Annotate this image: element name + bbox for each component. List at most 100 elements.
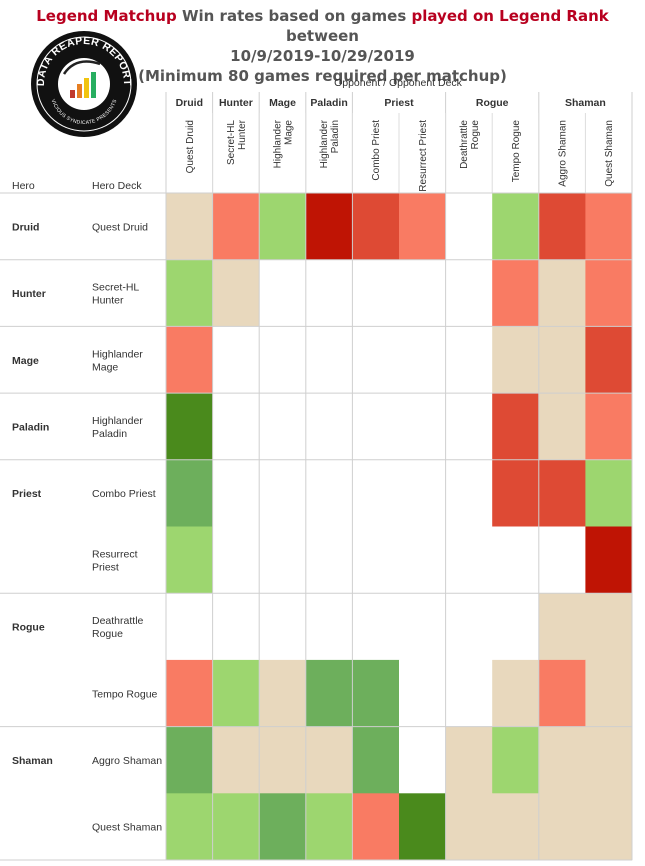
heatmap-cell [259, 726, 307, 794]
heatmap-cell [305, 193, 353, 261]
heatmap-cell [352, 593, 400, 661]
heatmap-cell [259, 259, 307, 327]
heatmap-cell [492, 793, 540, 861]
heatmap-cell [445, 459, 493, 527]
heatmap-cell [538, 393, 586, 461]
heatmap-cell [259, 526, 307, 594]
heatmap-cell [399, 326, 446, 394]
heatmap-cell [305, 593, 353, 661]
heatmap-cell [259, 393, 307, 461]
row-class-label: Druid [12, 221, 39, 233]
heatmap-cell [352, 193, 400, 261]
heatmap-cell [259, 793, 307, 861]
column-class-header: Shaman [565, 97, 606, 109]
heatmap-cell [445, 326, 493, 394]
heatmap-cell [538, 259, 586, 327]
heatmap-cell [399, 726, 446, 794]
heatmap-cell [166, 526, 213, 594]
heatmap-cell [166, 259, 213, 327]
heatmap-cell [352, 393, 400, 461]
title-part-between: between [286, 27, 359, 45]
heatmap-cell [305, 459, 353, 527]
heatmap-cell [492, 326, 540, 394]
heatmap-cell [305, 259, 353, 327]
row-deck-label: Mage [92, 361, 118, 373]
heatmap-cell [212, 393, 260, 461]
heatmap-cell [352, 259, 400, 327]
column-deck-label: Quest Druid [185, 120, 196, 173]
row-deck-label: Priest [92, 561, 119, 573]
heatmap-cell [538, 459, 586, 527]
heatmap-cell [166, 393, 213, 461]
heatmap-cell [585, 259, 633, 327]
heatmap-cell [538, 659, 586, 727]
heatmap-cell [445, 393, 493, 461]
heatmap-cell [492, 193, 540, 261]
title-part-win-rates: Win rates based on games [176, 7, 412, 25]
heatmap-cell [352, 326, 400, 394]
heatmap-cell [492, 593, 540, 661]
heatmap-cell [399, 526, 446, 594]
heatmap-cell [352, 526, 400, 594]
row-class-label: Rogue [12, 622, 45, 634]
chart-title: Legend Matchup Win rates based on games … [0, 6, 645, 86]
row-class-label: Shaman [12, 755, 53, 767]
row-class-label: Mage [12, 355, 39, 367]
heatmap-cell [585, 459, 633, 527]
row-class-label: Paladin [12, 421, 49, 433]
column-deck-label: Tempo Rogue [511, 120, 522, 183]
heatmap-cell [166, 726, 213, 794]
column-class-header: Rogue [476, 97, 509, 109]
heatmap-cell [352, 726, 400, 794]
heatmap-cell [259, 193, 307, 261]
heatmap-cell [585, 526, 633, 594]
heatmap-cell [305, 726, 353, 794]
heatmap-cell [492, 659, 540, 727]
heatmap-cell [305, 526, 353, 594]
heatmap-cell [585, 326, 633, 394]
row-deck-label: Highlander [92, 415, 143, 427]
heatmap-cell [212, 193, 260, 261]
heatmap-cell [399, 659, 446, 727]
heatmap-cell [492, 459, 540, 527]
row-deck-label: Hunter [92, 295, 124, 307]
heatmap-cell [538, 793, 586, 861]
heatmap-cell [585, 659, 633, 727]
heatmap-cell [492, 393, 540, 461]
heatmap-cell [212, 793, 260, 861]
row-deck-label: Highlander [92, 348, 143, 360]
heatmap-cell [538, 526, 586, 594]
heatmap-cell [212, 459, 260, 527]
heatmap-cell [492, 726, 540, 794]
hero-axis-label: Hero [12, 180, 35, 192]
heatmap-cell [445, 193, 493, 261]
title-date-range: 10/9/2019-10/29/2019 [230, 47, 415, 65]
title-part-legend-matchup: Legend Matchup [36, 7, 177, 25]
column-deck-label: Quest Shaman [604, 120, 615, 187]
data-reaper-logo: DATA REAPER REPORT VICIOUS SYNDICATE PRE… [31, 31, 137, 137]
heatmap-cell [492, 526, 540, 594]
heatmap-cell [212, 659, 260, 727]
column-deck-label: Combo Priest [371, 120, 382, 181]
heatmap-cell [305, 659, 353, 727]
row-deck-label: Resurrect [92, 548, 138, 560]
heatmap-cell [166, 793, 213, 861]
heatmap-cell [445, 259, 493, 327]
heatmap-cell [538, 326, 586, 394]
heatmap-cell [399, 459, 446, 527]
heatmap-cell [352, 459, 400, 527]
column-deck-label: Highlander [319, 119, 330, 168]
column-deck-label: Rogue [470, 120, 481, 150]
row-deck-label: Tempo Rogue [92, 688, 158, 700]
heatmap-cell [166, 659, 213, 727]
heatmap-cell [399, 393, 446, 461]
column-deck-label: Resurrect Priest [418, 120, 429, 192]
heatmap-cell [212, 726, 260, 794]
heatmap-cell [166, 193, 213, 261]
heatmap-cell [166, 593, 213, 661]
row-deck-label: Combo Priest [92, 488, 156, 500]
column-deck-label: Hunter [237, 119, 248, 150]
row-deck-label: Quest Shaman [92, 822, 162, 834]
row-class-label: Hunter [12, 288, 46, 300]
row-class-label: Priest [12, 488, 42, 500]
